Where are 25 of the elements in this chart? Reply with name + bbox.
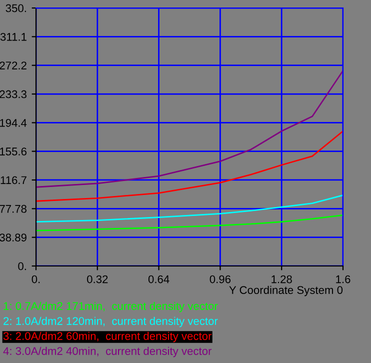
y-tick-label: 155.6 xyxy=(0,148,26,156)
x-axis-title: Y Coordinate System 0 xyxy=(229,286,343,296)
text: 2: 1.0A/dm2 120min, current density vector xyxy=(4,316,218,328)
y-tick-label: 38.89 xyxy=(0,234,26,242)
x-tick-label: 0. xyxy=(32,275,40,284)
y-tick-label: 194.4 xyxy=(0,118,27,127)
x-tick-label: 0.32 xyxy=(87,275,108,284)
y-tick-label: 233.3 xyxy=(0,90,26,98)
line-series xyxy=(36,214,343,232)
x-tick-label: 0.64 xyxy=(148,275,170,284)
y-tick-label: 116.7 xyxy=(0,176,26,184)
y-tick-label: 350. xyxy=(6,4,26,12)
x-tick-label: 1.6 xyxy=(336,275,350,284)
y-tick-label: 77.78 xyxy=(0,204,26,213)
x-tick-label: 0.96 xyxy=(210,275,231,284)
text: 4: 3.0A/dm2 40min, current density vector xyxy=(3,346,212,358)
text: 1: 0.7A/dm2 171min, current density vector xyxy=(4,302,218,312)
line-series xyxy=(36,70,343,188)
line-series xyxy=(36,194,343,222)
y-tick-label: 272.2 xyxy=(0,62,26,70)
line-series xyxy=(36,130,343,202)
y-tick-label: 0. xyxy=(18,262,26,270)
y-tick-label: 311.1 xyxy=(0,32,26,41)
x-tick-label: 1.28 xyxy=(272,275,292,284)
text: 3: 2.0A/dm2 60min, current density vector xyxy=(3,332,212,342)
